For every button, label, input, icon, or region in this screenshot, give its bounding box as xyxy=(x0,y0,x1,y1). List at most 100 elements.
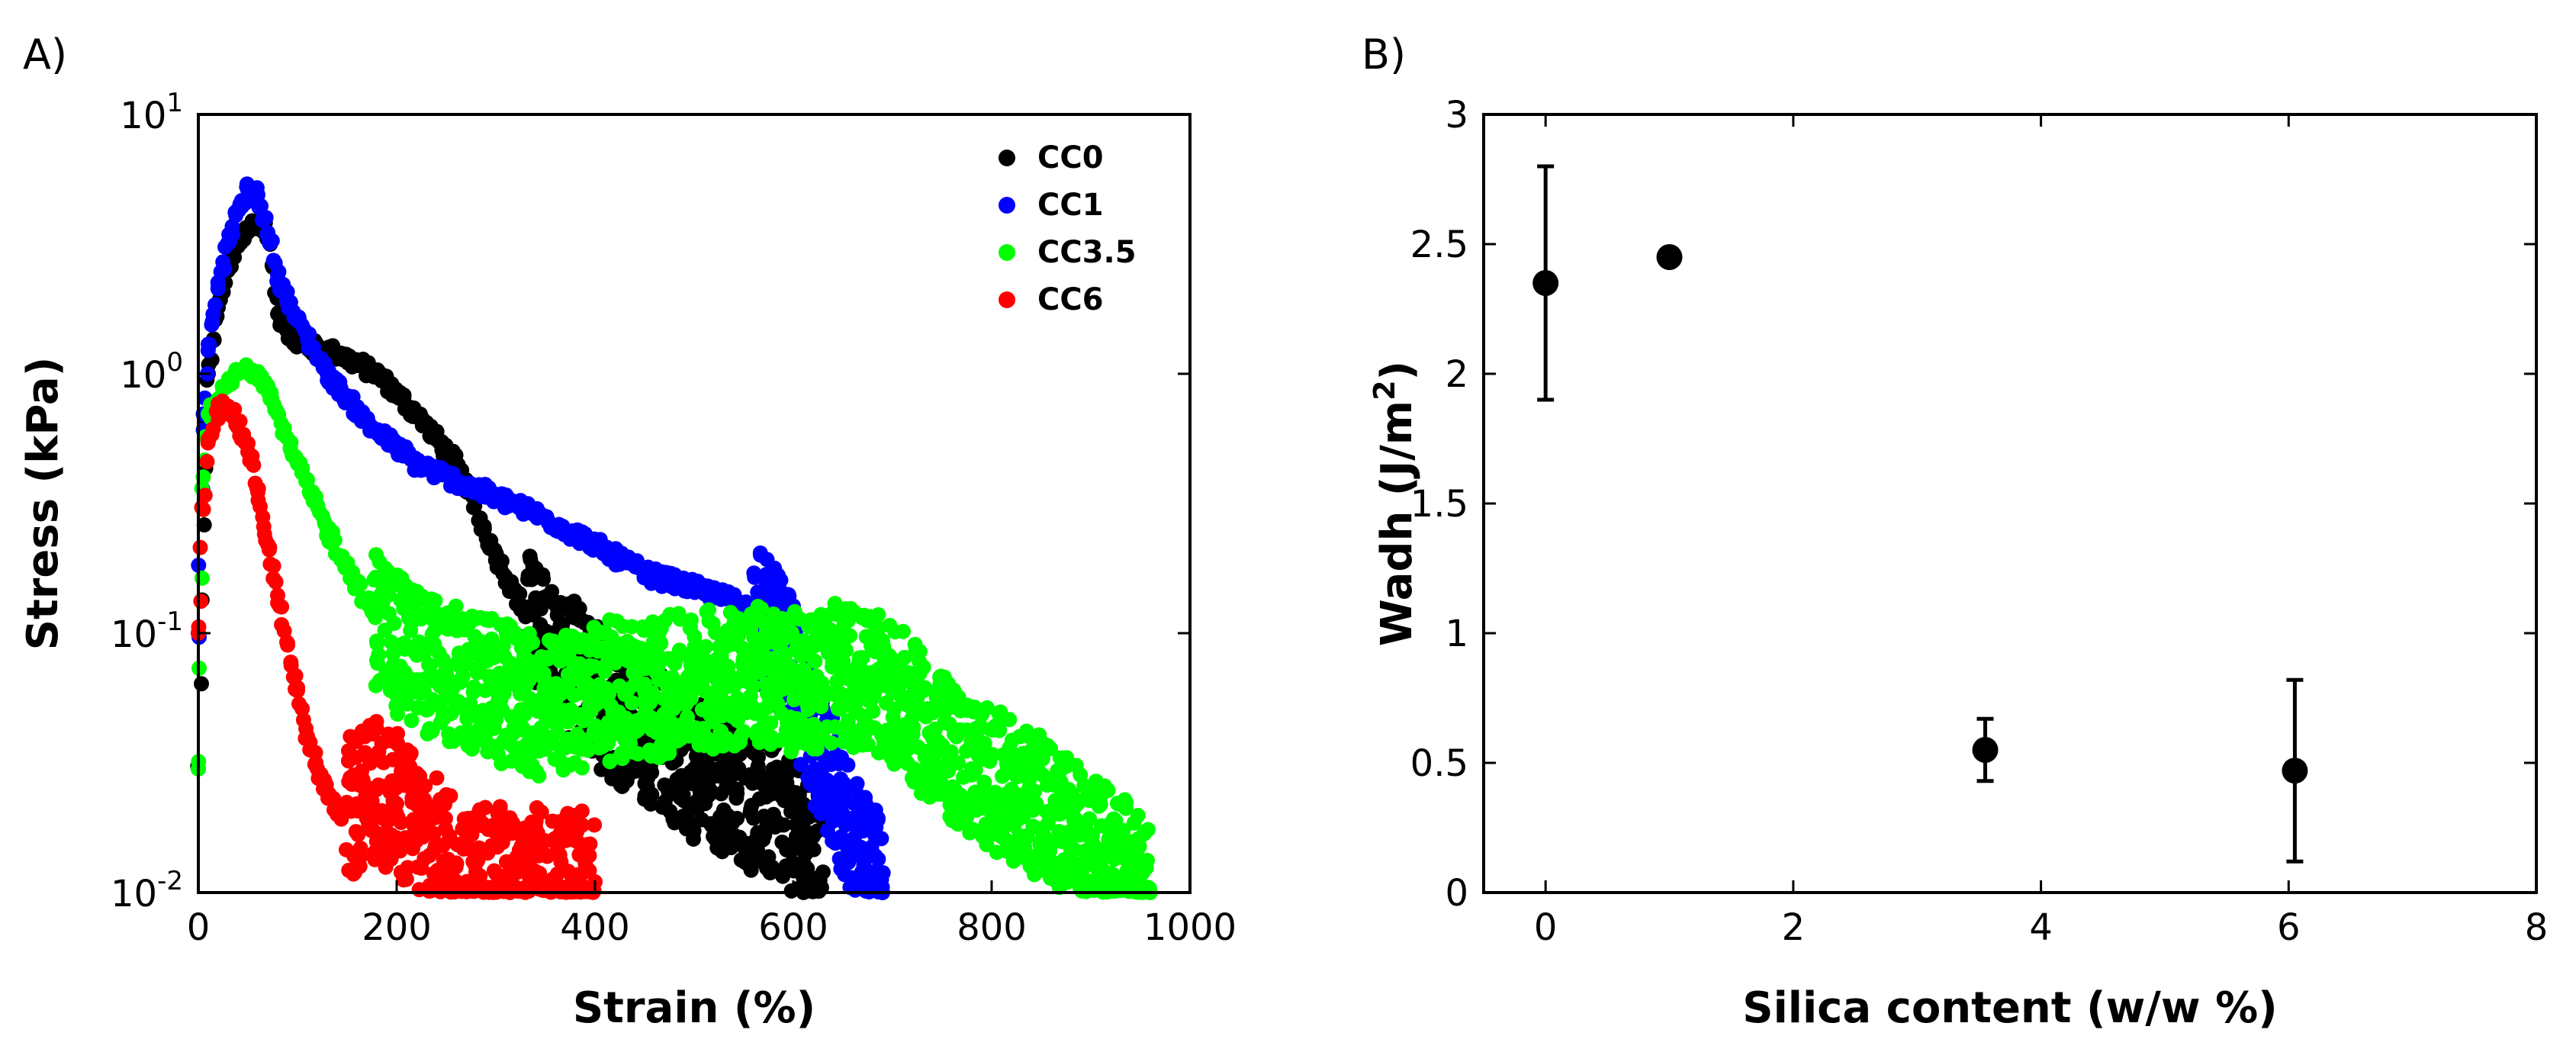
panel-a-y-tick-label: 101 xyxy=(120,88,183,137)
panel-a-point xyxy=(290,455,305,471)
panel-a-point xyxy=(201,336,216,352)
panel-a-point xyxy=(240,221,256,237)
panel-a-point xyxy=(992,722,1008,738)
panel-a-point xyxy=(250,364,265,380)
panel-a-point xyxy=(823,735,839,751)
panel-a-point xyxy=(1140,852,1156,868)
panel-b-y-tick-label: 2 xyxy=(1445,353,1468,396)
panel-a-point xyxy=(835,665,851,681)
panel-a-point xyxy=(865,864,880,880)
panel-b-y-tick-label: 0.5 xyxy=(1410,742,1468,785)
panel-a-point xyxy=(943,744,959,760)
panel-a-point xyxy=(290,313,305,329)
panel-b-data-point xyxy=(1656,244,1683,270)
panel-a-point xyxy=(1082,811,1098,827)
panel-a-point xyxy=(687,761,702,777)
panel-a-point xyxy=(587,683,603,699)
panel-b-y-tick-label: 0 xyxy=(1445,872,1468,915)
panel-a-point xyxy=(207,297,224,313)
panel-a-point xyxy=(1123,864,1138,880)
panel-a-point xyxy=(950,755,966,771)
panel-b-x-tick-label: 2 xyxy=(1782,906,1806,949)
panel-a-point xyxy=(885,683,900,699)
panel-a-point xyxy=(283,654,299,670)
panel-a-point xyxy=(976,735,992,751)
panel-b-x-axis-title: Silica content (w/w %) xyxy=(1742,983,2278,1033)
panel-a-point xyxy=(895,623,911,639)
panel-a-point xyxy=(873,831,889,847)
panel-a-point xyxy=(389,637,404,653)
panel-a-point xyxy=(280,637,295,653)
panel-a-point xyxy=(369,781,384,797)
panel-a-point xyxy=(512,586,528,602)
panel-a-point xyxy=(417,778,433,794)
panel-a-point xyxy=(426,825,442,841)
panel-a-point xyxy=(687,580,702,596)
panel-a-point xyxy=(595,640,611,656)
panel-a-point xyxy=(964,761,979,777)
panel-a-point xyxy=(268,574,284,590)
panel-a-point xyxy=(735,723,751,739)
panel-a-point xyxy=(643,796,659,812)
panel-a-point xyxy=(390,706,406,722)
panel-a-y-tick-label: 100 xyxy=(120,347,183,397)
panel-b-axes-frame xyxy=(1482,113,2538,894)
panel-a-point xyxy=(686,823,702,839)
panel-a-point xyxy=(574,803,590,819)
panel-b-marker xyxy=(1972,737,1999,763)
panel-a-point xyxy=(1004,781,1019,797)
panel-a-point xyxy=(250,187,265,203)
panel-a-point xyxy=(217,261,233,277)
panel-a-x-tick-label: 600 xyxy=(758,906,828,949)
panel-a-point xyxy=(729,810,745,826)
panel-a-legend: CC0 CC1 CC3.5 CC6 xyxy=(999,140,1137,317)
panel-a-point xyxy=(455,668,471,684)
panel-a-point xyxy=(624,619,640,635)
panel-a-point xyxy=(673,774,689,790)
panel-a-point xyxy=(409,406,424,422)
panel-a-point xyxy=(488,683,503,699)
panel-a-point xyxy=(581,848,597,864)
panel-a-point xyxy=(766,806,781,822)
legend-marker-CC0 xyxy=(999,150,1015,166)
panel-a-point xyxy=(535,571,552,587)
panel-a-point xyxy=(979,700,995,716)
panel-a-point xyxy=(1100,783,1116,799)
legend-label-CC3.5: CC3.5 xyxy=(1037,235,1137,270)
panel-a-point xyxy=(371,647,387,663)
legend-marker-CC6 xyxy=(999,291,1015,308)
panel-a-point xyxy=(422,658,438,674)
panel-a-point xyxy=(349,796,365,812)
panel-a-axes-frame xyxy=(197,113,1192,894)
panel-b-marker xyxy=(2282,758,2308,784)
panel-a-point xyxy=(925,729,940,745)
panel-a-point xyxy=(230,201,246,217)
panel-a-point xyxy=(571,600,587,616)
panel-a-point xyxy=(199,454,215,470)
panel-a-point xyxy=(815,864,831,880)
panel-a-point xyxy=(773,572,789,588)
panel-a-point xyxy=(806,716,822,732)
panel-a-point xyxy=(330,806,345,822)
panel-label-b: B) xyxy=(1362,31,1406,79)
panel-b-y-tick-label: 1.5 xyxy=(1410,483,1468,526)
panel-a-point xyxy=(468,481,484,497)
panel-a-point xyxy=(906,707,922,723)
panel-a-point xyxy=(258,210,274,226)
panel-a-point xyxy=(533,804,549,820)
panel-a-point xyxy=(437,810,453,826)
panel-a-point xyxy=(201,433,216,449)
panel-a-point xyxy=(439,665,454,681)
panel-a-point xyxy=(194,570,210,586)
panel-a-point xyxy=(1131,838,1147,854)
panel-a-data-points xyxy=(190,176,1158,900)
panel-b-marker xyxy=(1656,244,1683,270)
panel-b-ticks: 0 2 4 6 8 0 0.5 1 1.5 2 2.5 3 xyxy=(1410,94,2549,949)
panel-a-point xyxy=(971,721,987,737)
panel-b-data-point xyxy=(2282,677,2308,864)
panel-a-point xyxy=(750,749,766,765)
panel-a-point xyxy=(845,839,860,855)
panel-a-point xyxy=(362,755,378,771)
panel-a-point xyxy=(320,366,335,381)
